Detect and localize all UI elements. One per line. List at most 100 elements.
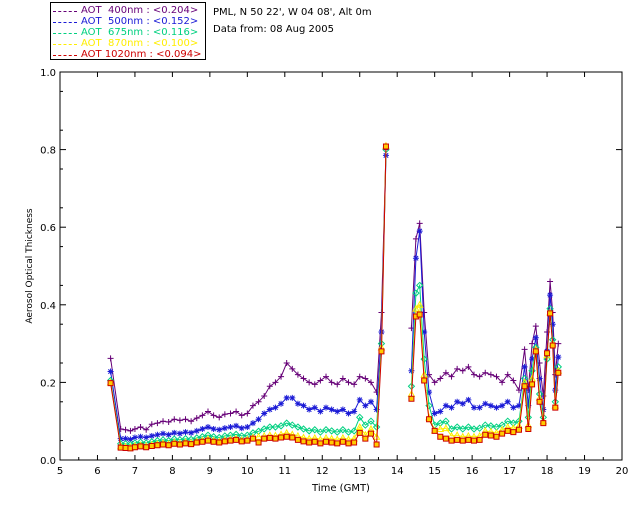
data-point bbox=[227, 437, 234, 444]
data-point bbox=[328, 379, 335, 386]
data-point bbox=[107, 368, 114, 375]
data-point bbox=[204, 408, 211, 415]
y-tick-label: 1.0 bbox=[40, 68, 56, 79]
x-axis-label: Time (GMT) bbox=[311, 483, 370, 494]
data-point bbox=[171, 429, 178, 436]
data-point bbox=[499, 430, 506, 437]
data-point bbox=[266, 434, 273, 441]
data-point bbox=[442, 435, 449, 442]
data-point bbox=[536, 375, 543, 382]
data-point bbox=[233, 408, 240, 415]
data-point bbox=[482, 369, 489, 376]
data-point bbox=[199, 412, 206, 419]
x-tick-label: 14 bbox=[391, 466, 404, 477]
data-point bbox=[244, 410, 251, 417]
data-point bbox=[216, 426, 223, 433]
data-point bbox=[532, 334, 539, 341]
data-point bbox=[412, 304, 420, 312]
legend: AOT 400nm : <0.204> AOT 500nm : <0.152> … bbox=[50, 2, 206, 60]
legend-label: AOT 870nm : <0.100> bbox=[81, 38, 199, 49]
data-point bbox=[382, 143, 389, 150]
data-point bbox=[454, 365, 461, 372]
x-tick-label: 11 bbox=[278, 466, 291, 477]
data-point bbox=[362, 435, 369, 442]
axis-ticks: 5 6 7 8 9 10 11 12 13 14 15 16 17 18 19 20 0.0 0.2 0.4 0.6 0… bbox=[40, 68, 628, 477]
data-point bbox=[529, 381, 536, 388]
data-point bbox=[529, 340, 536, 347]
data-point bbox=[127, 436, 134, 443]
data-point bbox=[154, 431, 161, 438]
legend-label: AOT 400nm : <0.204> bbox=[81, 5, 199, 16]
data-point bbox=[277, 422, 285, 430]
data-point bbox=[233, 422, 240, 429]
data-point bbox=[373, 441, 380, 448]
data-point bbox=[555, 340, 562, 347]
data-point bbox=[334, 408, 341, 415]
data-point bbox=[549, 342, 556, 349]
data-point bbox=[176, 417, 183, 424]
data-point bbox=[521, 363, 528, 370]
series-line bbox=[110, 145, 387, 448]
data-point bbox=[127, 445, 134, 452]
legend-swatch bbox=[53, 11, 77, 12]
legend-swatch bbox=[53, 22, 77, 23]
data-point bbox=[131, 425, 138, 432]
data-point bbox=[351, 381, 358, 388]
data-point bbox=[227, 424, 234, 431]
data-point bbox=[367, 398, 374, 405]
data-point bbox=[547, 292, 554, 299]
data-point bbox=[300, 438, 307, 445]
data-point bbox=[266, 383, 273, 390]
data-point bbox=[459, 437, 466, 444]
data-point bbox=[193, 415, 200, 422]
data-point bbox=[487, 432, 494, 439]
data-point bbox=[317, 377, 324, 384]
data-point bbox=[415, 300, 424, 308]
data-point bbox=[323, 404, 330, 411]
date-info: Data from: 08 Aug 2005 bbox=[213, 24, 334, 35]
data-point bbox=[199, 438, 206, 445]
data-point bbox=[361, 421, 370, 429]
data-point bbox=[131, 444, 138, 451]
series-layer bbox=[106, 141, 563, 452]
data-point bbox=[305, 427, 313, 435]
data-point bbox=[271, 423, 280, 431]
legend-swatch bbox=[53, 33, 77, 34]
data-point bbox=[362, 402, 369, 409]
series-aot-675nm bbox=[106, 145, 563, 449]
data-point bbox=[210, 438, 217, 445]
y-axis-label: Aerosol Optical Thickness bbox=[25, 208, 35, 324]
data-point bbox=[148, 432, 155, 439]
data-point bbox=[408, 395, 415, 402]
data-point bbox=[344, 428, 353, 436]
data-point bbox=[515, 426, 522, 433]
data-point bbox=[311, 438, 318, 445]
data-point bbox=[459, 400, 466, 407]
data-point bbox=[471, 404, 478, 411]
data-point bbox=[311, 381, 318, 388]
data-point bbox=[117, 435, 124, 442]
data-point bbox=[188, 429, 195, 436]
data-point bbox=[154, 442, 161, 449]
data-point bbox=[345, 410, 352, 417]
data-point bbox=[373, 406, 380, 413]
data-point bbox=[221, 411, 228, 418]
data-point bbox=[339, 426, 347, 434]
data-point bbox=[289, 394, 296, 401]
series-line bbox=[410, 223, 559, 397]
data-point bbox=[412, 235, 419, 242]
data-point bbox=[143, 444, 150, 451]
data-point bbox=[504, 398, 511, 405]
x-tick-label: 15 bbox=[428, 466, 441, 477]
series-line bbox=[410, 231, 559, 415]
data-point bbox=[367, 417, 375, 425]
data-point bbox=[536, 398, 543, 405]
x-tick-label: 10 bbox=[241, 466, 254, 477]
data-point bbox=[233, 436, 240, 443]
data-point bbox=[544, 350, 551, 357]
data-point bbox=[261, 410, 268, 417]
data-point bbox=[311, 404, 318, 411]
data-point bbox=[188, 441, 195, 448]
data-point bbox=[255, 416, 262, 423]
data-point bbox=[471, 371, 478, 378]
